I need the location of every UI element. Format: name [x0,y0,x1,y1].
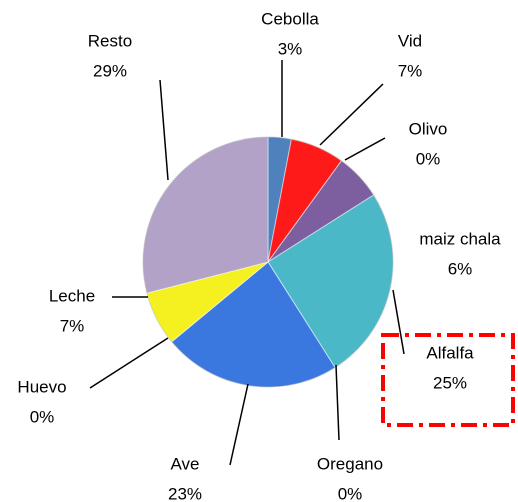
value-label: 29% [93,61,127,80]
category-label: maiz chala [419,229,501,248]
pie [142,136,394,388]
leader-line [89,337,169,389]
leader-line [392,289,405,355]
value-label: 23% [168,484,202,502]
value-label: 0% [30,407,55,426]
highlight-box [381,333,515,427]
category-label: Resto [88,31,132,50]
category-label: Leche [49,286,95,305]
category-label: Vid [398,31,422,50]
pie-slice [142,136,269,294]
value-label: 7% [398,61,423,80]
value-label: 3% [278,39,303,58]
value-label: 0% [416,149,441,168]
category-label: Ave [171,454,200,473]
category-label: Huevo [17,377,66,396]
category-label: Olivo [409,119,448,138]
leader-line [319,83,384,146]
value-label: 6% [448,259,473,278]
leader-line [159,79,169,181]
category-label: Cebolla [261,9,319,28]
category-label: Alfalfa [426,343,474,362]
pie-outline [142,136,394,388]
leader-line [344,137,386,161]
value-label: 0% [338,484,363,502]
value-label: 25% [433,373,467,392]
leader-line [335,364,340,441]
value-label: 7% [60,316,85,335]
labels: Cebolla 3% Vid 7% Olivo 0% maiz chala 6% Alfalfa… [17,9,501,502]
category-label: Oregano [317,454,383,473]
pie-slice [267,194,394,369]
pie-slice [170,261,336,388]
leader-line [229,383,249,466]
